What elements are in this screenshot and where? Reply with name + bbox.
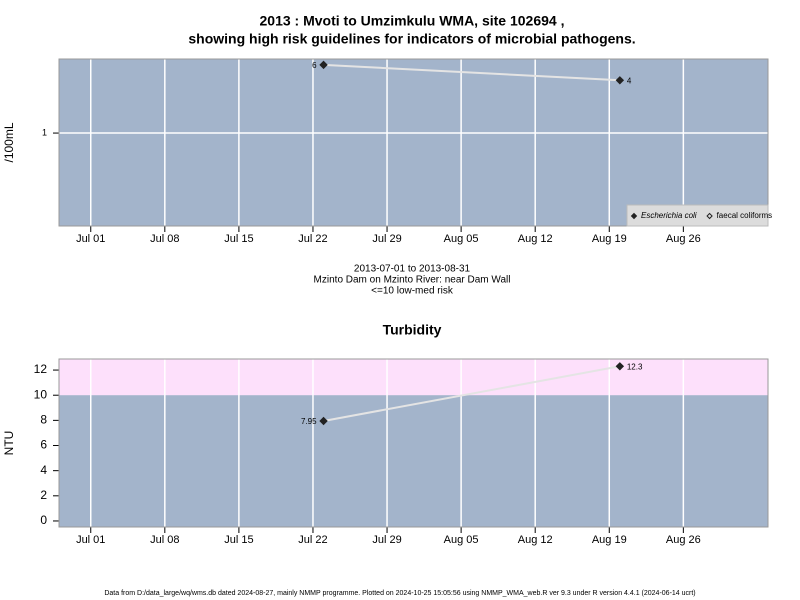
x-tick-label: Aug 12 bbox=[518, 233, 553, 245]
legend-label: Escherichia coli bbox=[641, 211, 697, 220]
plot-frame bbox=[58, 358, 769, 528]
plot-frame bbox=[58, 58, 769, 227]
y-tick-label: 6 bbox=[40, 438, 47, 452]
x-tick-label: Aug 19 bbox=[592, 233, 627, 245]
data-point bbox=[615, 76, 625, 85]
data-point bbox=[319, 60, 328, 70]
risk-band bbox=[59, 359, 768, 396]
data-label: 4 bbox=[627, 76, 632, 85]
x-tick-label: Aug 12 bbox=[518, 534, 553, 546]
chart-title: Turbidity bbox=[383, 322, 442, 338]
x-tick-label: Jul 08 bbox=[150, 534, 179, 546]
series-line bbox=[323, 63, 620, 82]
x-tick-label: Jul 29 bbox=[372, 233, 401, 245]
note: Mzinto Dam on Mzinto River: near Dam Wal… bbox=[314, 275, 511, 286]
data-label: 12.3 bbox=[627, 362, 643, 371]
x-tick-label: Jul 08 bbox=[150, 233, 179, 245]
y-tick-label: 2 bbox=[40, 488, 47, 502]
y-tick-label: 0 bbox=[40, 513, 47, 527]
x-tick-label: Jul 01 bbox=[76, 233, 105, 245]
data-point bbox=[319, 416, 328, 426]
chart-title: showing high risk guidelines for indicat… bbox=[188, 31, 635, 47]
x-tick-label: Aug 05 bbox=[444, 534, 479, 546]
x-tick-label: Jul 15 bbox=[224, 233, 253, 245]
data-label: 7.95 bbox=[301, 417, 317, 426]
series-line bbox=[323, 365, 621, 422]
legend-box bbox=[626, 204, 769, 227]
y-tick-label: 10 bbox=[34, 387, 48, 401]
x-tick-label: Jul 01 bbox=[76, 534, 105, 546]
x-tick-label: Jul 15 bbox=[224, 534, 253, 546]
chart-title: 2013 : Mvoti to Umzimkulu WMA, site 1026… bbox=[260, 13, 565, 29]
data-label: 6 bbox=[312, 61, 317, 70]
y-axis-label: /100mL bbox=[2, 122, 16, 162]
x-tick-label: Jul 22 bbox=[298, 233, 327, 245]
y-axis-label: NTU bbox=[2, 431, 16, 456]
data-point bbox=[615, 362, 625, 371]
x-tick-label: Aug 19 bbox=[592, 534, 627, 546]
legend-marker bbox=[630, 212, 638, 220]
footer: Data from D:/data_large/wq/wms.db dated … bbox=[104, 590, 695, 597]
y-tick-label: 12 bbox=[34, 362, 48, 376]
x-tick-label: Aug 26 bbox=[666, 233, 701, 245]
x-tick-label: Aug 05 bbox=[444, 233, 479, 245]
legend-marker bbox=[706, 212, 713, 220]
y-tick-label: 4 bbox=[40, 463, 47, 477]
note: 2013-07-01 to 2013-08-31 bbox=[354, 264, 471, 275]
x-tick-label: Jul 22 bbox=[298, 534, 327, 546]
note: <=10 low-med risk bbox=[371, 286, 454, 297]
x-tick-label: Jul 29 bbox=[372, 534, 401, 546]
y-tick-label: 1 bbox=[42, 127, 47, 137]
y-tick-label: 8 bbox=[40, 413, 47, 427]
plot-area bbox=[59, 59, 768, 226]
legend-label: faecal coliforms bbox=[717, 211, 773, 220]
x-tick-label: Aug 26 bbox=[666, 534, 701, 546]
